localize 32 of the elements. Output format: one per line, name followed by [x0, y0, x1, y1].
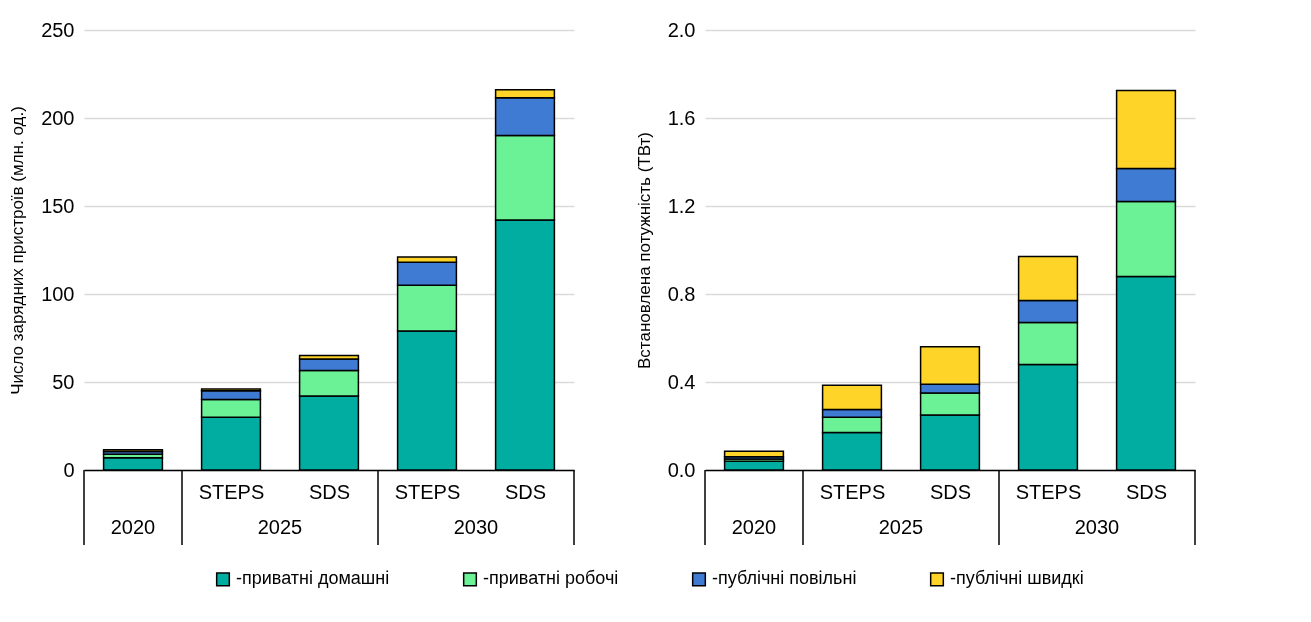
y-tick-label: 250: [41, 18, 75, 41]
legend-label: -приватні домашні: [236, 568, 390, 589]
y-tick-label: 150: [41, 194, 75, 217]
y-axis-title: Число зарядних пристроїв (млн. од.): [8, 106, 28, 395]
y-tick-label: 0: [63, 458, 75, 481]
x-tick-label: SDS: [308, 480, 351, 503]
text: 2030: [453, 516, 499, 538]
legend-label: -публічні швидкі: [950, 568, 1084, 589]
x-tick-label: STEPS: [394, 480, 461, 503]
y-tick-label: 100: [41, 282, 75, 305]
y-tick-label: 0.0: [667, 458, 696, 481]
x-tick-label: STEPS: [198, 480, 265, 503]
y-tick-label: 0.4: [667, 370, 696, 393]
y-tick-label: 200: [41, 106, 75, 129]
y-tick-label: 1.2: [667, 194, 696, 217]
y-tick-label: 50: [52, 370, 75, 393]
x-tick-label: SDS: [929, 480, 972, 503]
x-tick-label: STEPS: [819, 480, 886, 503]
y-tick-label: 1.6: [667, 106, 696, 129]
x-tick-label: SDS: [504, 480, 547, 503]
text: 2025: [257, 516, 303, 538]
y-tick-label: 0.8: [667, 282, 696, 305]
text: 2020: [110, 516, 156, 538]
legend-label: -приватні робочі: [483, 568, 619, 589]
text: 2025: [878, 516, 924, 538]
text: 2020: [731, 516, 777, 538]
legend-label: -публічні повільні: [712, 568, 857, 589]
x-tick-label: SDS: [1125, 480, 1168, 503]
x-tick-label: STEPS: [1015, 480, 1082, 503]
y-axis-title: Встановлена потужність (ТВт): [634, 132, 654, 369]
y-tick-label: 2.0: [667, 18, 696, 41]
text: 2030: [1074, 516, 1120, 538]
